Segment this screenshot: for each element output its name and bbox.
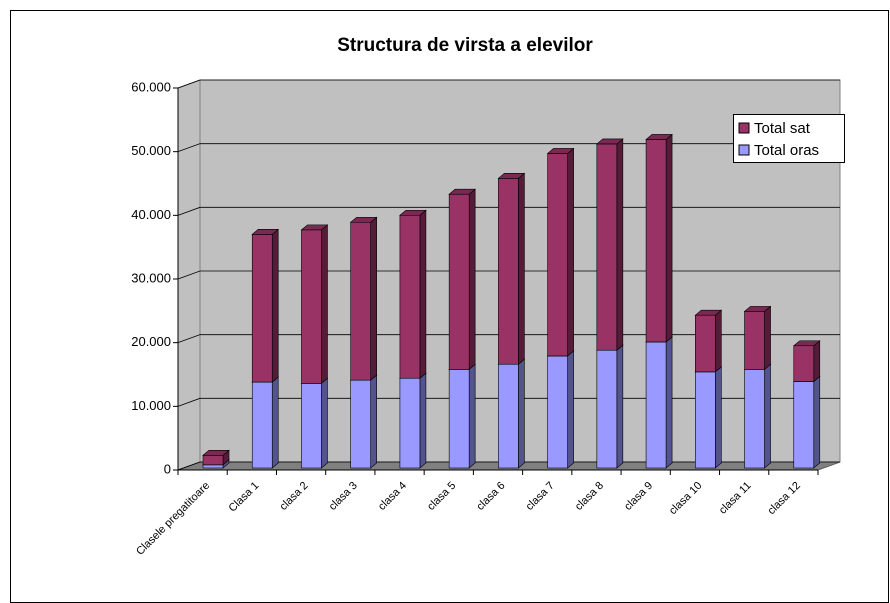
bar xyxy=(744,311,765,370)
bar xyxy=(547,153,568,357)
grid-line xyxy=(177,206,840,216)
grid-line xyxy=(177,397,840,407)
bar-top xyxy=(202,449,230,456)
grid-line xyxy=(177,461,840,471)
y-tick-label: 0 xyxy=(164,461,171,476)
bar xyxy=(793,345,815,382)
bar-side xyxy=(370,374,377,469)
bar xyxy=(596,349,618,469)
bar-side xyxy=(468,363,476,469)
legend-swatch xyxy=(738,144,750,156)
bar xyxy=(301,229,322,384)
bar xyxy=(695,371,716,469)
bar-side xyxy=(665,336,673,469)
bar-side xyxy=(813,375,821,469)
bar xyxy=(596,143,618,351)
bar-side xyxy=(715,366,722,469)
bar xyxy=(399,377,421,469)
y-tick-label: 60.000 xyxy=(131,79,171,94)
y-tick-label: 20.000 xyxy=(131,334,171,349)
bar-top xyxy=(743,306,772,312)
y-tick-label: 40.000 xyxy=(131,207,171,222)
bar-top xyxy=(694,309,723,316)
legend-label: Total sat xyxy=(754,120,811,137)
bar-side xyxy=(468,188,476,370)
bar-side xyxy=(616,344,624,469)
bar xyxy=(793,381,815,469)
bar xyxy=(350,221,371,381)
bar-side xyxy=(813,340,821,383)
bar xyxy=(645,139,667,343)
grid-line xyxy=(177,143,840,153)
y-tick-label: 50.000 xyxy=(131,143,171,158)
bar-side xyxy=(419,372,427,469)
bar xyxy=(251,381,273,469)
bar xyxy=(744,369,765,469)
bar-side xyxy=(616,138,624,351)
bar xyxy=(202,464,224,469)
bar-top xyxy=(546,148,575,154)
bar-side xyxy=(518,172,525,365)
bar xyxy=(498,178,519,365)
y-tick-label: 10.000 xyxy=(131,398,171,413)
grid-line xyxy=(177,334,840,344)
bar-side xyxy=(321,377,328,469)
grid-line xyxy=(177,79,840,89)
bar-side xyxy=(665,133,673,343)
chart-title: Structura de virsta a elevilor xyxy=(337,35,593,56)
bar-side xyxy=(764,363,771,469)
grid-line xyxy=(177,270,840,280)
bar-top xyxy=(251,229,280,235)
legend-swatch xyxy=(738,122,750,134)
bar-side xyxy=(419,209,427,379)
bar-top xyxy=(300,224,329,231)
bar xyxy=(251,234,273,383)
bar xyxy=(350,379,371,469)
bar xyxy=(547,355,568,469)
bar xyxy=(645,341,667,469)
bar xyxy=(695,314,716,373)
bar-side xyxy=(370,216,377,381)
bar-top xyxy=(645,134,673,140)
bar xyxy=(202,454,224,466)
bar-side xyxy=(567,147,574,357)
bar-top xyxy=(792,340,821,347)
legend-label: Total oras xyxy=(754,142,819,159)
bar-side xyxy=(518,358,525,469)
legend xyxy=(733,114,845,163)
bar-side xyxy=(321,224,328,384)
bar-side xyxy=(271,228,279,383)
bar-top xyxy=(596,138,624,145)
bar-side xyxy=(567,350,574,469)
bar-side xyxy=(271,376,279,469)
bar xyxy=(301,383,322,469)
bar-side xyxy=(764,305,771,370)
y-tick-label: 30.000 xyxy=(131,270,171,285)
bar xyxy=(498,363,519,469)
bar-top xyxy=(349,216,378,223)
bar xyxy=(399,214,421,379)
bar-top xyxy=(497,173,526,179)
bar xyxy=(448,193,470,370)
bar-top xyxy=(448,188,476,195)
bar-top xyxy=(399,209,427,216)
bar xyxy=(448,369,470,469)
bar-side xyxy=(715,309,722,373)
